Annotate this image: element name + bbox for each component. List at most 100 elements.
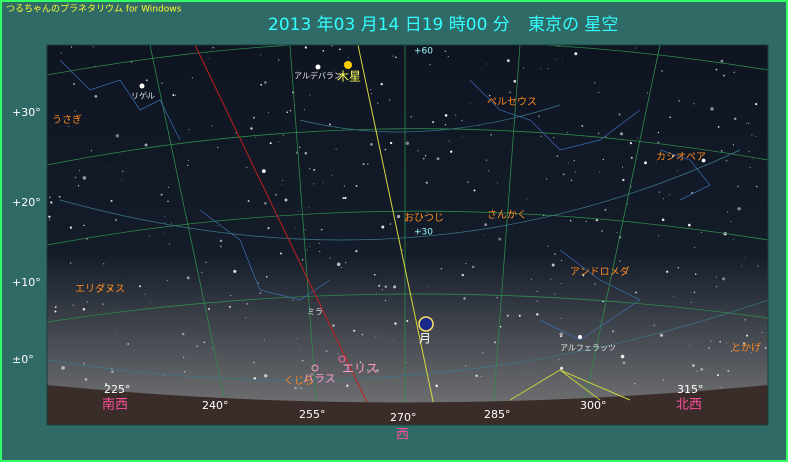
background-star: [206, 52, 208, 54]
background-star: [756, 185, 758, 188]
background-star: [370, 93, 372, 95]
background-star: [700, 367, 704, 371]
background-star: [725, 159, 728, 162]
background-star: [561, 58, 563, 60]
background-star: [554, 253, 556, 255]
background-star: [146, 95, 148, 97]
background-star: [338, 352, 339, 354]
background-star: [103, 167, 105, 168]
background-star: [233, 269, 237, 273]
background-star: [480, 375, 483, 378]
background-star: [604, 208, 607, 211]
constellation-name: アンドロメダ: [570, 265, 630, 278]
background-star: [562, 173, 565, 176]
azimuth-label: 285°: [484, 408, 511, 421]
background-star: [394, 56, 397, 59]
constellation-name: ペルセウス: [487, 96, 537, 108]
background-star: [211, 125, 213, 127]
background-star: [730, 350, 733, 352]
background-star: [461, 119, 463, 122]
background-star: [355, 185, 358, 187]
background-star: [102, 303, 104, 306]
background-star: [662, 379, 665, 381]
background-star: [720, 149, 723, 152]
background-star: [671, 155, 674, 157]
background-star: [493, 341, 497, 344]
background-star: [634, 47, 636, 49]
background-star: [678, 100, 680, 102]
background-star: [475, 374, 478, 378]
background-star: [424, 155, 427, 157]
background-star: [212, 46, 214, 49]
background-star: [260, 84, 263, 86]
background-star: [196, 345, 199, 348]
background-star: [644, 161, 647, 165]
background-star: [267, 111, 269, 113]
background-star: [560, 259, 563, 261]
constellation-name: エリダヌス: [75, 282, 125, 295]
background-star: [751, 351, 753, 353]
background-star: [48, 219, 51, 221]
background-star: [629, 141, 633, 145]
background-star: [217, 225, 219, 227]
background-star: [751, 134, 753, 136]
background-star: [744, 257, 746, 259]
background-star: [506, 59, 510, 63]
background-star: [593, 282, 596, 285]
azimuth-label: 315°: [677, 383, 704, 396]
background-star: [410, 116, 412, 118]
background-star: [121, 179, 123, 181]
background-star: [362, 163, 365, 166]
background-star: [612, 330, 614, 333]
background-star: [764, 346, 767, 349]
background-star: [264, 202, 267, 205]
background-star: [558, 359, 560, 361]
background-star: [92, 46, 95, 48]
background-star: [109, 287, 111, 290]
background-star: [425, 181, 428, 184]
background-star: [138, 285, 141, 288]
background-star: [344, 196, 347, 200]
background-star: [417, 150, 419, 152]
background-star: [219, 239, 223, 243]
background-star: [694, 273, 697, 275]
background-star: [469, 102, 471, 104]
background-star: [574, 52, 578, 56]
background-star: [465, 263, 467, 265]
background-star: [726, 211, 728, 213]
background-star: [527, 373, 529, 374]
background-star: [380, 82, 383, 86]
background-star: [717, 374, 719, 377]
background-star: [635, 291, 637, 294]
background-star: [186, 276, 190, 280]
background-star: [343, 185, 346, 187]
background-star: [619, 260, 622, 263]
background-star: [755, 135, 757, 137]
background-star: [230, 294, 232, 297]
background-star: [187, 164, 189, 167]
background-star: [448, 140, 450, 142]
background-star: [264, 81, 267, 84]
background-star: [732, 144, 735, 146]
background-star: [313, 169, 316, 171]
background-star: [427, 285, 429, 287]
ground: [47, 385, 768, 425]
background-star: [309, 168, 311, 170]
background-star: [701, 231, 702, 233]
background-star: [73, 83, 76, 85]
background-star: [435, 384, 438, 388]
background-star: [160, 193, 163, 196]
background-star: [673, 296, 675, 298]
background-star: [48, 215, 51, 218]
background-star: [302, 360, 304, 362]
background-star: [167, 186, 169, 188]
background-star: [246, 302, 249, 305]
background-star: [201, 271, 203, 274]
constellation-name: とかげ: [731, 342, 761, 354]
background-star: [320, 228, 323, 231]
background-star: [209, 58, 210, 60]
background-star: [467, 181, 469, 183]
background-star: [174, 94, 177, 97]
background-star: [121, 170, 124, 173]
background-star: [205, 261, 207, 264]
